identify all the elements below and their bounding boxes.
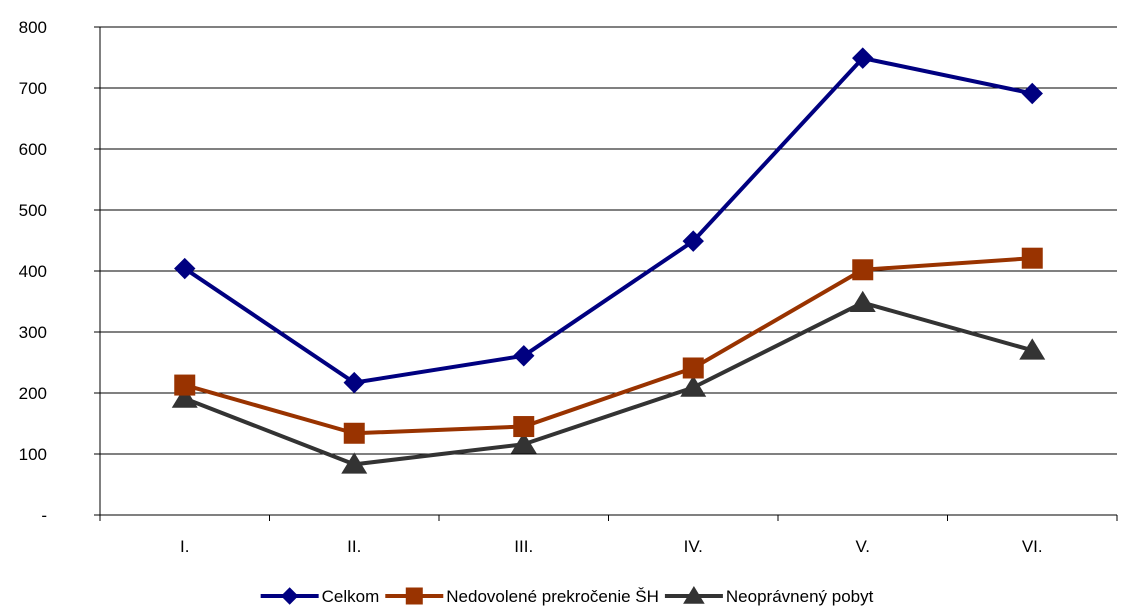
data-point <box>1021 82 1043 105</box>
data-point <box>849 290 876 313</box>
series-square <box>174 247 1043 444</box>
series-diamond <box>174 47 1043 394</box>
axes <box>94 26 1118 521</box>
data-point <box>513 345 535 367</box>
x-tick-label: V. <box>855 537 870 556</box>
x-tick-label: II. <box>347 537 361 556</box>
data-point <box>1021 247 1043 269</box>
legend-swatch-marker <box>683 586 705 604</box>
data-point <box>343 371 365 394</box>
legend-swatch-marker <box>280 587 299 605</box>
series-lines <box>171 47 1046 474</box>
data-point <box>343 422 365 444</box>
legend-label: Nedovolené prekročenie ŠH <box>446 587 659 606</box>
data-point <box>510 432 537 454</box>
data-point <box>174 374 196 396</box>
data-point <box>682 357 704 379</box>
y-tick-label: 200 <box>19 384 47 403</box>
data-point <box>1019 338 1046 360</box>
y-tick-label: 300 <box>19 323 47 342</box>
legend-label: Neoprávnený pobyt <box>726 587 874 606</box>
legend: Celkom Nedovolené prekročenie ŠH Neoprávne… <box>260 586 874 606</box>
y-tick-labels: - 100 200 300 400 500 600 700 800 <box>19 18 47 525</box>
y-tick-label: 100 <box>19 445 47 464</box>
data-point <box>680 375 707 397</box>
series-line <box>183 56 1033 385</box>
y-tick-label: 400 <box>19 262 47 281</box>
x-tick-label: IV. <box>684 537 703 556</box>
legend-label: Celkom <box>322 587 380 606</box>
data-point <box>682 230 704 252</box>
x-tick-label: III. <box>514 537 533 556</box>
grid-lines <box>100 26 1117 455</box>
x-tick-labels: I. II. III. IV. V. VI. <box>180 537 1043 556</box>
legend-item: Celkom <box>260 587 380 606</box>
y-tick-label: 600 <box>19 140 47 159</box>
data-point <box>852 47 874 69</box>
x-tick-label: I. <box>180 537 189 556</box>
y-tick-label: - <box>41 506 47 525</box>
data-point <box>852 259 874 281</box>
series-line <box>184 256 1033 436</box>
legend-item: Neoprávnený pobyt <box>664 586 874 606</box>
y-tick-label: 500 <box>19 201 47 220</box>
y-tick-label: 800 <box>19 18 47 37</box>
series-triangle <box>171 290 1046 474</box>
data-point <box>171 386 198 408</box>
series-line <box>184 300 1033 467</box>
x-tick-label: VI. <box>1022 537 1043 556</box>
data-point <box>513 416 535 438</box>
y-tick-label: 700 <box>19 79 47 98</box>
legend-swatch-marker <box>405 587 423 605</box>
data-point <box>341 452 368 474</box>
data-point <box>174 257 196 280</box>
legend-item: Nedovolené prekročenie ŠH <box>385 587 659 606</box>
